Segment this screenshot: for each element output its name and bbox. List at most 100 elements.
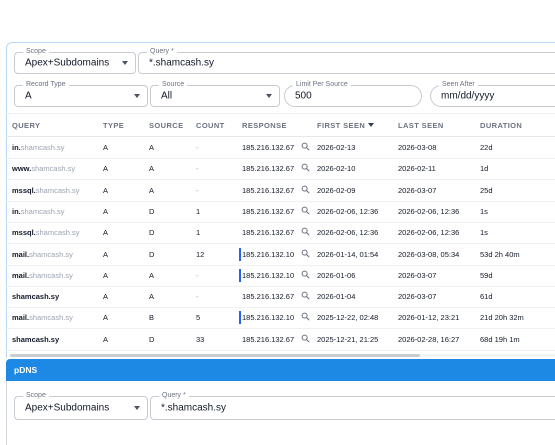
first-seen-cell: 2026-02-06, 12:36 — [317, 228, 379, 238]
record-type-select[interactable]: Record Type A — [14, 80, 148, 107]
first-seen-cell: 2026-02-06, 12:36 — [317, 206, 379, 216]
first-seen-cell: 2026-01-06 — [317, 270, 356, 280]
limit-per-source-input[interactable]: Limit Per Source 500 — [284, 80, 422, 107]
count-cell: - — [196, 185, 199, 195]
search-icon[interactable] — [301, 312, 310, 321]
query-domain: shamcash.sy — [35, 185, 80, 195]
table-row[interactable]: shamcash.sy A D 33 185.216.132.67 2025-12-21,… — [6, 330, 555, 351]
query-domain: shamcash.sy — [12, 292, 60, 302]
search-icon[interactable] — [301, 291, 310, 300]
scope-select[interactable]: Scope Apex+Subdomains — [14, 47, 136, 74]
table-row[interactable]: www.shamcash.sy A A - 185.216.132.67 2026-02-… — [6, 159, 555, 181]
first-seen-cell: 2026-02-09 — [317, 185, 356, 195]
response-value: 185.216.132.67 — [242, 228, 295, 238]
query-cell: in.shamcash.sy — [12, 207, 65, 216]
response-cell: 185.216.132.67 — [242, 207, 294, 216]
column-header-response[interactable]: RESPONSE — [242, 121, 287, 130]
query-subdomain: mssql. — [12, 185, 36, 195]
first-seen-cell: 2026-01-14, 01:54 — [317, 249, 379, 259]
limit-label: Limit Per Source — [293, 80, 351, 90]
table-row[interactable]: mssql.shamcash.sy A D 1 185.216.132.67 2026-0… — [6, 223, 555, 245]
seen-after-placeholder: mm/dd/yyyy — [441, 90, 495, 102]
pdns-scope-label: Scope — [23, 391, 49, 401]
pdns-scope-select[interactable]: Scope Apex+Subdomains — [14, 391, 148, 420]
last-seen-cell: 2026-03-08, 05:34 — [398, 249, 460, 259]
type-cell: A — [103, 270, 109, 280]
search-icon[interactable] — [301, 227, 310, 236]
response-value: 185.216.132.10 — [242, 313, 295, 323]
duration-cell: 25d — [480, 185, 493, 195]
query-subdomain: mail. — [12, 313, 30, 323]
duration-cell: 22d — [480, 143, 493, 152]
source-cell: D — [149, 206, 155, 216]
chevron-down-icon — [266, 94, 272, 98]
type-cell: A — [103, 334, 109, 344]
search-icon[interactable] — [301, 185, 310, 194]
pdns-scope-value: Apex+Subdomains — [25, 402, 110, 414]
response-value: 185.216.132.67 — [242, 164, 295, 174]
query-subdomain: www. — [12, 164, 32, 174]
source-value: All — [161, 90, 173, 102]
table-row[interactable]: mail.shamcash.sy A D 12 185.216.132.10 2026-0… — [6, 245, 555, 266]
source-cell: A — [149, 164, 155, 174]
query-domain: shamcash.sy — [29, 249, 73, 259]
pdns-query-input[interactable]: Query * *.shamcash.sy — [150, 391, 555, 420]
response-value: 185.216.132.10 — [242, 249, 295, 259]
query-domain: shamcash.sy — [20, 206, 65, 216]
table-row[interactable]: mail.shamcash.sy A A - 185.216.132.10 2026-01… — [6, 266, 555, 287]
count-cell: 12 — [196, 249, 205, 259]
column-header-first-seen[interactable]: FIRST SEEN — [317, 121, 375, 130]
query-domain: shamcash.sy — [20, 143, 65, 152]
limit-value: 500 — [295, 90, 312, 102]
last-seen-cell: 2026-03-07 — [398, 292, 437, 302]
column-header-source[interactable]: SOURCE — [149, 121, 184, 130]
table-row[interactable]: mail.shamcash.sy A B 5 185.216.132.10 2025-12… — [6, 308, 555, 330]
duration-cell: 1d — [480, 164, 489, 174]
table-header: QUERY TYPE SOURCE COUNT RESPONSE FIRST S… — [6, 113, 555, 137]
source-cell: A — [149, 270, 155, 280]
table-row[interactable]: mssql.shamcash.sy A A - 185.216.132.67 2026-0… — [6, 181, 555, 202]
scope-label: Scope — [23, 47, 49, 57]
last-seen-cell: 2026-02-06, 12:36 — [398, 206, 460, 216]
duration-cell: 21d 20h 32m — [480, 313, 524, 323]
response-cell: 185.216.132.10 — [239, 268, 294, 282]
source-label: Source — [159, 80, 188, 90]
type-cell: A — [103, 143, 109, 152]
search-icon[interactable] — [301, 142, 310, 151]
query-cell: shamcash.sy — [12, 292, 59, 301]
last-seen-cell: 2026-02-28, 16:27 — [398, 334, 460, 344]
last-seen-cell: 2026-03-08 — [398, 143, 437, 152]
query-cell: mssql.shamcash.sy — [12, 186, 80, 195]
count-cell: 33 — [196, 334, 205, 344]
response-marker — [239, 311, 241, 325]
type-cell: A — [103, 292, 109, 302]
first-seen-cell: 2026-02-10 — [317, 164, 356, 174]
table-row[interactable]: in.shamcash.sy A A - 185.216.132.67 2026-02-1… — [6, 138, 555, 159]
response-cell: 185.216.132.10 — [239, 311, 295, 325]
search-icon[interactable] — [301, 163, 310, 172]
count-cell: - — [196, 164, 199, 174]
column-header-count[interactable]: COUNT — [196, 121, 225, 130]
table-row[interactable]: in.shamcash.sy A D 1 185.216.132.67 2026-02-0… — [6, 202, 555, 223]
horizontal-scrollbar-thumb[interactable] — [10, 354, 420, 357]
table-row[interactable]: shamcash.sy A A - 185.216.132.67 2026-01-04 20… — [6, 287, 555, 309]
column-header-query[interactable]: QUERY — [12, 121, 41, 130]
query-input[interactable]: Query * *.shamcash.sy — [138, 47, 555, 74]
search-icon[interactable] — [301, 334, 310, 343]
source-cell: A — [149, 143, 155, 152]
search-icon[interactable] — [301, 249, 310, 258]
type-cell: A — [103, 164, 109, 174]
type-cell: A — [103, 313, 109, 323]
query-domain: shamcash.sy — [12, 334, 60, 344]
query-cell: shamcash.sy — [12, 335, 59, 344]
source-cell: D — [149, 249, 155, 259]
source-select[interactable]: Source All — [150, 80, 280, 107]
search-icon[interactable] — [301, 206, 310, 215]
pdns-query-label: Query * — [159, 391, 189, 401]
last-seen-cell: 2026-03-07 — [398, 270, 437, 280]
column-header-type[interactable]: TYPE — [103, 121, 125, 130]
column-header-last-seen[interactable]: LAST SEEN — [398, 121, 444, 130]
search-icon[interactable] — [301, 270, 310, 279]
seen-after-date-input[interactable]: Seen After mm/dd/yyyy — [430, 80, 555, 107]
column-header-duration[interactable]: DURATION — [480, 121, 523, 130]
